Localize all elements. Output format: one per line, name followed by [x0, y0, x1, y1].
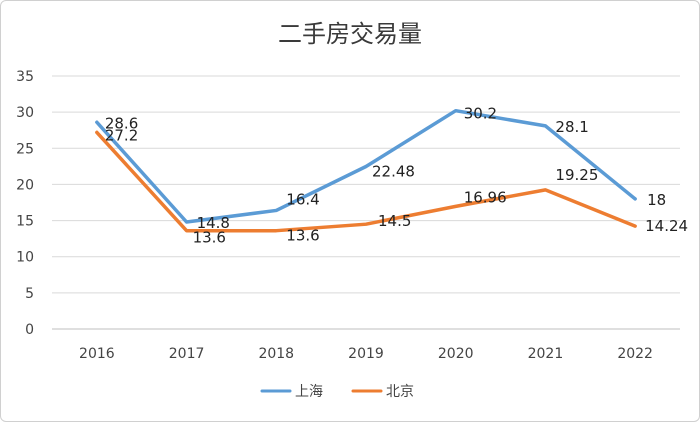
x-axis-ticks: 2016 2017 2018 2019 2020 2021 2022: [79, 346, 653, 362]
series-line-0: [95, 108, 637, 224]
gridlines: [52, 75, 680, 330]
x-tick-label: 2020: [438, 346, 474, 362]
x-tick-label: 2016: [79, 346, 115, 362]
data-label: 13.6: [193, 229, 226, 247]
data-label: 28.1: [555, 118, 588, 136]
y-tick-label: 0: [25, 322, 34, 338]
y-tick-label: 25: [16, 141, 34, 157]
y-tick-label: 10: [16, 250, 34, 266]
legend: 上海 北京: [260, 384, 414, 400]
y-tick-label: 5: [25, 286, 34, 302]
data-label: 16.4: [286, 190, 319, 208]
x-tick-label: 2022: [617, 346, 653, 362]
data-label: 28.6: [105, 114, 138, 132]
data-label: 22.48: [372, 163, 415, 181]
legend-label-shanghai: 上海: [295, 384, 323, 400]
data-label: 13.6: [286, 227, 319, 245]
y-tick-label: 35: [16, 69, 34, 85]
data-label: 30.2: [464, 105, 497, 123]
data-label: 18: [647, 191, 666, 209]
x-tick-label: 2017: [169, 346, 205, 362]
chart-title: 二手房交易量: [278, 20, 422, 48]
x-tick-label: 2018: [258, 346, 294, 362]
y-tick-label: 30: [16, 105, 34, 121]
legend-label-beijing: 北京: [386, 384, 414, 400]
data-labels: 28.6 14.8 16.4 22.48 30.2 28.1 18 27.2 13.6 13.6 1…: [105, 105, 688, 247]
y-tick-label: 15: [16, 214, 34, 230]
data-label: 14.24: [645, 217, 688, 235]
data-label: 16.96: [464, 188, 507, 206]
data-label: 19.25: [555, 166, 598, 184]
x-tick-label: 2021: [528, 346, 564, 362]
y-tick-label: 20: [16, 177, 34, 193]
x-tick-label: 2019: [348, 346, 384, 362]
series-lines: [95, 108, 637, 233]
y-axis-ticks: 0 5 10 15 20 25 30 35: [16, 69, 34, 338]
data-label: 14.8: [197, 214, 230, 232]
data-label: 27.2: [105, 126, 138, 144]
data-label: 14.5: [378, 212, 411, 230]
series-line-1: [95, 130, 637, 233]
